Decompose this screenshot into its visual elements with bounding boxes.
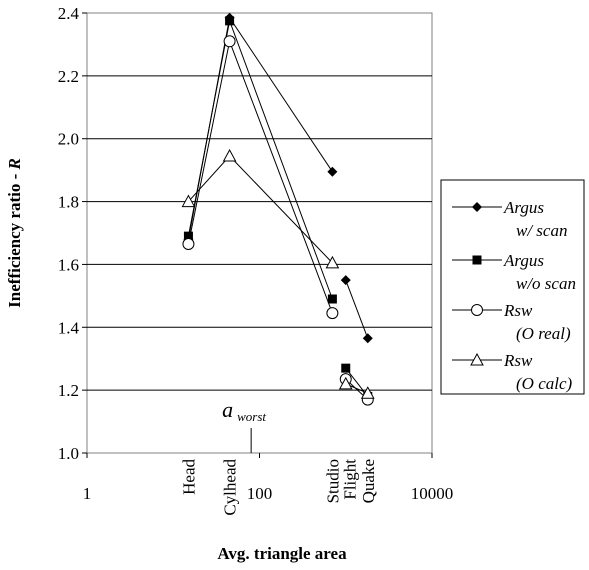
y-tick-label: 2.0 [58,130,79,149]
circle-marker [471,304,483,316]
gridlines [87,75,432,391]
legend-label-line2: (O calc) [516,374,573,393]
data-point-circle [182,238,195,250]
y-tick-label: 1.6 [58,255,79,274]
y-tick-label: 2.4 [58,4,80,23]
y-tick-label: 2.2 [58,67,79,86]
data-point-diamond [327,166,338,177]
square-marker [472,255,482,265]
legend-label-line1: Argus [503,251,544,270]
annotation-label: a worst [222,397,266,424]
x-tick-label: 10000 [411,484,454,503]
legend-label-line2: w/o scan [516,274,576,293]
data-point-triangle [222,148,237,162]
data-point-diamond [362,333,373,344]
model-label-cylhead: Cylhead [221,459,240,516]
data-point-triangle [360,386,375,399]
legend-label-line2: (O real) [516,324,571,343]
y-axis-ticks: 1.0 1.2 1.4 1.6 1.8 2.0 2.2 2.4 [58,4,87,463]
y-tick-label: 1.0 [58,444,79,463]
series-triangle [181,148,375,399]
legend-item-4: Rsw (O calc) [452,351,573,393]
legend-item-2: Argus w/o scan [452,251,576,293]
legend-label-line2: w/ scan [516,221,567,240]
data-point-triangle [181,194,196,208]
x-tick-label: 100 [247,484,273,503]
data-point-triangle [325,255,340,269]
data-point-square [327,294,337,304]
triangle-marker [470,352,484,366]
data-series [181,12,375,406]
x-axis-label: Avg. triangle area [217,544,347,563]
data-point-circle [326,307,339,320]
legend-label-line1: Rsw [503,351,533,370]
model-label-quake: Quake [359,459,378,503]
legend-box [440,179,585,395]
model-label-flight: Flight [340,459,359,500]
data-point-square [183,231,193,241]
y-tick-label: 1.2 [58,381,79,400]
diamond-marker [472,202,482,212]
y-tick-label: 1.4 [58,318,80,337]
annotation-main: a [222,397,233,422]
x-tick-label: 1 [83,484,92,503]
plot-area [86,12,433,454]
legend-item-3: Rsw (O real) [452,301,571,343]
data-point-triangle [338,376,353,390]
legend: Argus w/ scan Argus w/o scan Rsw (O real) Rsw (… [440,179,585,395]
x-axis-ticks: 1 100 10000 [83,453,454,503]
annotation-a-worst: a worst [222,397,266,453]
y-tick-label: 1.8 [58,193,79,212]
model-label-studio: Studio [323,459,342,503]
legend-label-line1: Argus [503,198,544,217]
data-point-square [225,16,235,26]
model-label-head: Head [179,459,198,495]
legend-label-line1: Rsw [503,301,533,320]
series-line [345,279,369,339]
legend-item-1: Argus w/ scan [452,198,567,240]
y-axis-label: Inefficiency ratio - R [5,158,24,308]
data-point-circle [223,35,236,48]
data-point-square [341,363,351,373]
data-point-diamond [340,275,351,286]
annotation-sub: worst [237,409,266,424]
